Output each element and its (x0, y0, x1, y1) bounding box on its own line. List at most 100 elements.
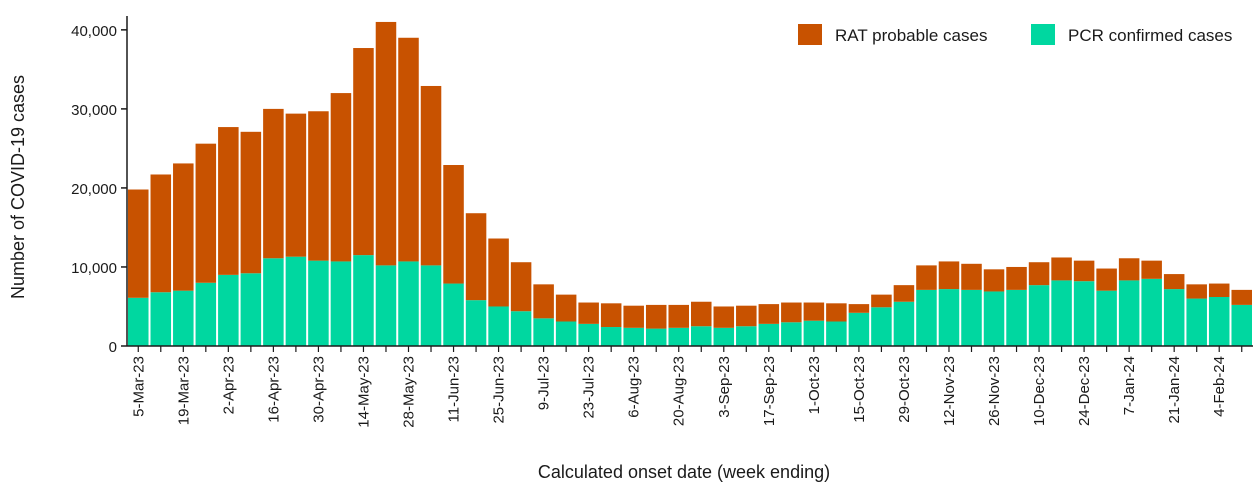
bar-rat-20-Aug-23 (668, 304, 689, 328)
bar-pcr-6-Aug-23 (623, 327, 644, 346)
bar-pcr-7-May-23 (330, 261, 352, 346)
bar-pcr-29-Oct-23 (893, 301, 915, 346)
bar-rat-27-Aug-23 (691, 301, 712, 327)
bar-pcr-14-Jan-24 (1141, 278, 1162, 346)
x-tick-label: 4-Feb-24 (1211, 356, 1228, 417)
bar-pcr-19-Mar-23 (173, 290, 194, 346)
x-tick-label: 24-Dec-23 (1076, 356, 1093, 426)
y-tick-label: 30,000 (71, 102, 117, 119)
x-tick-label: 14-May-23 (355, 356, 372, 428)
bar-rat-5-Mar-23 (128, 189, 149, 298)
bar-pcr-8-Oct-23 (826, 321, 847, 346)
bar-pcr-31-Dec-23 (1096, 290, 1117, 346)
bar-pcr-3-Dec-23 (1006, 289, 1027, 346)
x-tick-label: 11-Jun-23 (446, 356, 463, 422)
bar-pcr-12-Nov-23 (938, 289, 960, 346)
bar-pcr-21-Jan-24 (1163, 289, 1185, 346)
bar-pcr-2-Apr-23 (218, 274, 239, 346)
x-tick-label: 29-Oct-23 (896, 356, 913, 423)
bar-rat-7-Jan-24 (1118, 258, 1140, 281)
legend-swatch-rat (798, 24, 822, 45)
bar-rat-7-May-23 (330, 93, 352, 262)
x-tick-label: 21-Jan-24 (1166, 356, 1183, 424)
x-tick-label: 20-Aug-23 (671, 356, 688, 426)
x-axis: 5-Mar-23 19-Mar-23 2-Apr-23 16-Apr-23 30-Apr… (127, 345, 1253, 428)
bar-pcr-25-Jun-23 (488, 306, 509, 346)
bar-rat-2-Apr-23 (218, 127, 239, 275)
y-tick-label: 10,000 (71, 260, 117, 277)
bar-pcr-5-Mar-23 (128, 297, 149, 346)
bar-rat-10-Dec-23 (1028, 262, 1050, 286)
bar-rat-3-Sep-23 (713, 306, 735, 328)
bar-pcr-23-Jul-23 (578, 323, 599, 346)
bar-rat-28-May-23 (398, 37, 419, 262)
legend-label-rat: RAT probable cases (835, 26, 987, 45)
bar-rat-15-Oct-23 (848, 304, 870, 313)
bar-pcr-3-Sep-23 (713, 327, 735, 346)
bar-rat-10-Sep-23 (736, 305, 757, 327)
bar-rat-22-Oct-23 (871, 294, 892, 308)
bar-pcr-18-Jun-23 (465, 300, 487, 346)
x-tick-label: 5-Mar-23 (130, 356, 147, 417)
bar-pcr-21-May-23 (375, 265, 397, 346)
bar-pcr-4-Feb-24 (1208, 297, 1230, 346)
bar-rat-24-Sep-23 (781, 302, 802, 323)
bar-pcr-7-Jan-24 (1118, 280, 1140, 346)
bar-rat-24-Dec-23 (1073, 260, 1095, 282)
bar-rat-12-Nov-23 (938, 261, 960, 290)
bar-rat-21-May-23 (375, 21, 397, 266)
bar-pcr-26-Mar-23 (195, 282, 217, 346)
bar-pcr-11-Jun-23 (443, 283, 464, 346)
bar-pcr-16-Apr-23 (263, 258, 284, 346)
bar-pcr-17-Dec-23 (1051, 280, 1072, 346)
bar-rat-13-Aug-23 (645, 304, 667, 329)
bar-rat-12-Mar-23 (150, 174, 172, 293)
bar-pcr-23-Apr-23 (285, 256, 307, 346)
bar-rat-29-Oct-23 (893, 285, 915, 302)
y-axis-title: Number of COVID-19 cases (8, 75, 28, 299)
bar-rat-6-Aug-23 (623, 305, 644, 328)
legend-swatch-pcr (1031, 24, 1055, 45)
bar-rat-23-Apr-23 (285, 113, 307, 257)
bar-pcr-14-May-23 (353, 255, 374, 346)
bar-rat-11-Jun-23 (443, 165, 464, 284)
x-tick-label: 10-Dec-23 (1031, 356, 1048, 426)
bars-layer (128, 21, 1252, 346)
bar-pcr-11-Feb-24 (1231, 304, 1252, 346)
bar-rat-2-Jul-23 (510, 262, 532, 312)
bar-rat-18-Jun-23 (465, 213, 487, 301)
x-tick-label: 3-Sep-23 (716, 356, 733, 418)
bar-rat-28-Jan-24 (1186, 284, 1207, 299)
bar-rat-31-Dec-23 (1096, 268, 1117, 291)
bar-rat-30-Apr-23 (308, 111, 329, 261)
bar-rat-1-Oct-23 (803, 302, 825, 321)
bar-pcr-20-Aug-23 (668, 327, 689, 346)
x-tick-label: 17-Sep-23 (761, 356, 778, 426)
x-tick-label: 7-Jan-24 (1121, 356, 1138, 415)
bar-pcr-15-Oct-23 (848, 312, 870, 346)
x-axis-title: Calculated onset date (week ending) (538, 462, 830, 482)
x-tick-label: 23-Jul-23 (581, 356, 598, 419)
x-tick-label: 1-Oct-23 (806, 356, 823, 414)
bar-rat-30-Jul-23 (600, 303, 622, 328)
bar-rat-14-May-23 (353, 48, 374, 256)
bar-rat-3-Dec-23 (1006, 266, 1027, 290)
bar-pcr-12-Mar-23 (150, 292, 172, 346)
bar-pcr-22-Oct-23 (871, 307, 892, 346)
bar-pcr-28-May-23 (398, 261, 419, 346)
bar-rat-26-Nov-23 (983, 269, 1005, 292)
bar-pcr-9-Jul-23 (533, 318, 554, 346)
x-tick-label: 28-May-23 (401, 356, 418, 428)
x-tick-label: 12-Nov-23 (941, 356, 958, 426)
bar-rat-11-Feb-24 (1231, 289, 1252, 305)
bar-pcr-1-Oct-23 (803, 320, 825, 346)
x-tick-label: 15-Oct-23 (851, 356, 868, 423)
bar-pcr-10-Sep-23 (736, 326, 757, 346)
bar-pcr-17-Sep-23 (758, 323, 780, 346)
bar-rat-16-Apr-23 (263, 108, 284, 259)
x-tick-label: 6-Aug-23 (626, 356, 643, 418)
bar-pcr-19-Nov-23 (961, 289, 982, 346)
y-axis: 0 10,000 20,000 30,000 40,000 (71, 16, 128, 356)
x-tick-label: 30-Apr-23 (310, 356, 327, 423)
